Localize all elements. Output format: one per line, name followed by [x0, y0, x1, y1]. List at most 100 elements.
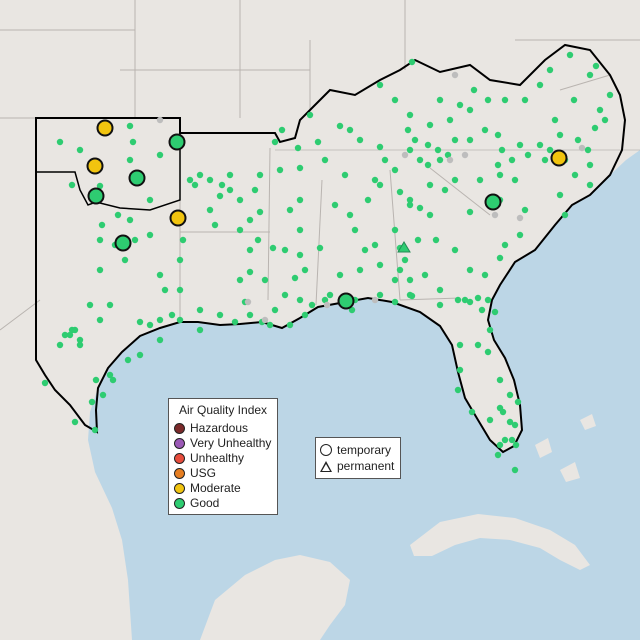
sensor-dot[interactable]	[406, 146, 414, 154]
sensor-dot[interactable]	[570, 96, 578, 104]
sensor-dot[interactable]	[498, 146, 506, 154]
sensor-dot[interactable]	[586, 161, 594, 169]
sensor-dot[interactable]	[411, 136, 419, 144]
sensor-dot-nodata[interactable]	[323, 301, 331, 309]
sensor-dot[interactable]	[376, 143, 384, 151]
sensor-dot[interactable]	[451, 136, 459, 144]
sensor-dot[interactable]	[98, 221, 106, 229]
sensor-dot[interactable]	[236, 226, 244, 234]
sensor-dot[interactable]	[466, 136, 474, 144]
sensor-dot[interactable]	[179, 236, 187, 244]
sensor-dot[interactable]	[351, 226, 359, 234]
sensor-dot[interactable]	[546, 66, 554, 74]
sensor-dot[interactable]	[136, 351, 144, 359]
sensor-dot[interactable]	[396, 266, 404, 274]
sensor-dot[interactable]	[454, 386, 462, 394]
sensor-dot[interactable]	[591, 124, 599, 132]
sensor-dot[interactable]	[131, 236, 139, 244]
sensor-dot[interactable]	[396, 188, 404, 196]
temporary-monitor-moderate[interactable]	[96, 119, 114, 137]
sensor-dot[interactable]	[476, 176, 484, 184]
sensor-dot[interactable]	[496, 404, 504, 412]
sensor-dot[interactable]	[121, 256, 129, 264]
sensor-dot[interactable]	[56, 341, 64, 349]
sensor-dot[interactable]	[551, 116, 559, 124]
sensor-dot[interactable]	[126, 122, 134, 130]
sensor-dot[interactable]	[536, 141, 544, 149]
sensor-dot[interactable]	[136, 318, 144, 326]
sensor-dot[interactable]	[301, 266, 309, 274]
sensor-dot[interactable]	[421, 271, 429, 279]
sensor-dot[interactable]	[254, 236, 262, 244]
sensor-dot[interactable]	[146, 231, 154, 239]
sensor-dot[interactable]	[296, 196, 304, 204]
sensor-dot[interactable]	[216, 311, 224, 319]
sensor-dot[interactable]	[68, 181, 76, 189]
sensor-dot[interactable]	[291, 274, 299, 282]
sensor-dot[interactable]	[246, 311, 254, 319]
sensor-dot[interactable]	[96, 316, 104, 324]
sensor-dot[interactable]	[521, 206, 529, 214]
sensor-dot[interactable]	[501, 241, 509, 249]
sensor-dot[interactable]	[406, 201, 414, 209]
sensor-dot[interactable]	[348, 306, 356, 314]
sensor-dot[interactable]	[376, 181, 384, 189]
sensor-dot[interactable]	[156, 316, 164, 324]
sensor-dot[interactable]	[269, 244, 277, 252]
sensor-dot[interactable]	[436, 286, 444, 294]
sensor-dot[interactable]	[406, 111, 414, 119]
sensor-dot[interactable]	[484, 296, 492, 304]
sensor-dot[interactable]	[571, 171, 579, 179]
sensor-dot[interactable]	[156, 336, 164, 344]
sensor-dot[interactable]	[506, 391, 514, 399]
sensor-dot[interactable]	[456, 101, 464, 109]
sensor-dot[interactable]	[308, 301, 316, 309]
sensor-dot[interactable]	[391, 276, 399, 284]
sensor-dot[interactable]	[474, 341, 482, 349]
sensor-dot[interactable]	[461, 296, 469, 304]
sensor-dot[interactable]	[326, 291, 334, 299]
sensor-dot[interactable]	[456, 366, 464, 374]
sensor-dot[interactable]	[106, 301, 114, 309]
sensor-dot[interactable]	[512, 441, 520, 449]
temporary-monitor-good[interactable]	[484, 193, 502, 211]
sensor-dot[interactable]	[314, 138, 322, 146]
sensor-dot[interactable]	[496, 254, 504, 262]
sensor-dot[interactable]	[511, 421, 519, 429]
sensor-dot[interactable]	[381, 156, 389, 164]
sensor-dot[interactable]	[96, 182, 104, 190]
sensor-dot[interactable]	[501, 96, 509, 104]
sensor-dot[interactable]	[146, 196, 154, 204]
sensor-dot-nodata[interactable]	[371, 296, 379, 304]
sensor-dot[interactable]	[286, 321, 294, 329]
sensor-dot[interactable]	[276, 166, 284, 174]
sensor-dot[interactable]	[66, 331, 74, 339]
sensor-dot[interactable]	[566, 51, 574, 59]
sensor-dot[interactable]	[126, 216, 134, 224]
sensor-dot[interactable]	[454, 296, 462, 304]
sensor-dot[interactable]	[251, 186, 259, 194]
sensor-dot[interactable]	[271, 306, 279, 314]
sensor-dot[interactable]	[266, 321, 274, 329]
sensor-dot[interactable]	[586, 71, 594, 79]
sensor-dot[interactable]	[226, 171, 234, 179]
sensor-dot[interactable]	[206, 206, 214, 214]
sensor-dot[interactable]	[481, 271, 489, 279]
sensor-dot[interactable]	[501, 436, 509, 444]
sensor-dot[interactable]	[294, 144, 302, 152]
sensor-dot[interactable]	[56, 138, 64, 146]
sensor-dot[interactable]	[281, 246, 289, 254]
temporary-monitor-good[interactable]	[168, 133, 186, 151]
sensor-dot[interactable]	[470, 86, 478, 94]
temporary-monitor-moderate[interactable]	[169, 209, 187, 227]
sensor-dot[interactable]	[596, 106, 604, 114]
sensor-dot[interactable]	[92, 376, 100, 384]
sensor-dot[interactable]	[216, 192, 224, 200]
sensor-dot[interactable]	[556, 131, 564, 139]
sensor-dot[interactable]	[371, 241, 379, 249]
sensor-dot[interactable]	[286, 206, 294, 214]
sensor-dot[interactable]	[466, 106, 474, 114]
sensor-dot[interactable]	[91, 426, 99, 434]
sensor-dot[interactable]	[41, 379, 49, 387]
